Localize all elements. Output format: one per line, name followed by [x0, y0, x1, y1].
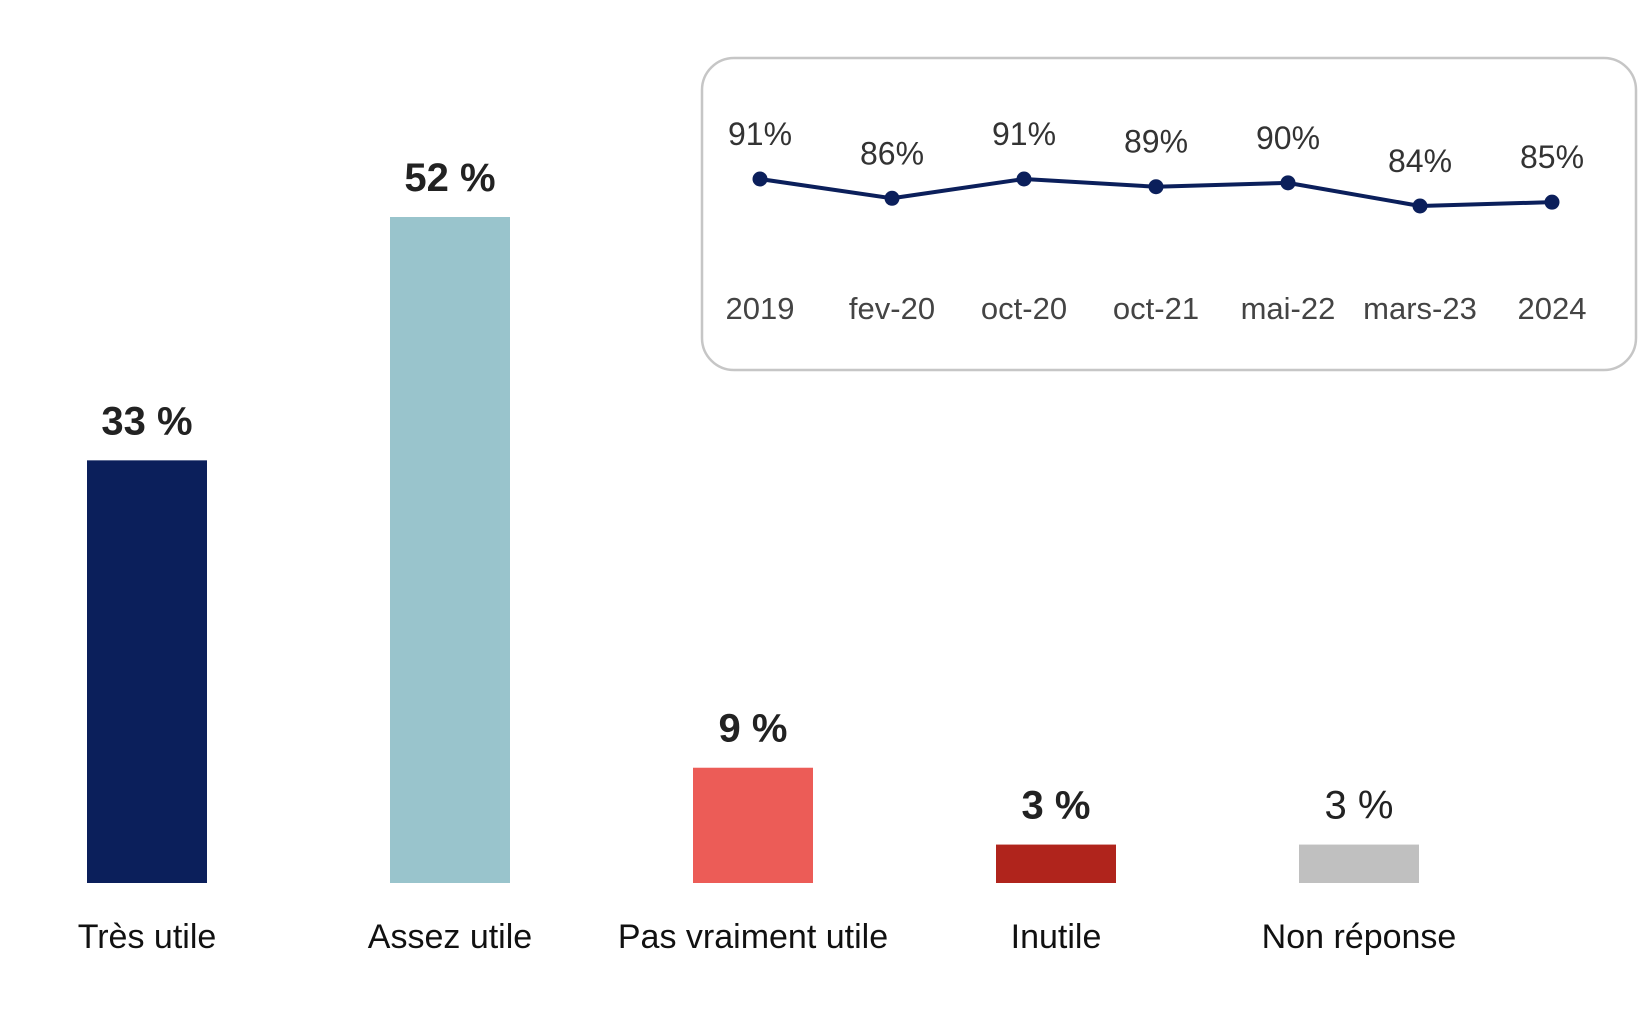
category-label-tres-utile: Très utile [78, 918, 217, 956]
bar-tres-utile [87, 460, 207, 883]
line-tick-label-oct-21: oct-21 [1113, 291, 1199, 326]
line-tick-label-mars-23: mars-23 [1363, 291, 1477, 326]
line-point-oct-21 [1148, 179, 1164, 195]
bar-chart: 33 % Très utile 52 % Assez utile 9 % Pas vrai… [78, 156, 1457, 956]
line-point-fev-20 [884, 190, 900, 206]
bar-assez-utile [390, 217, 510, 883]
category-label-inutile: Inutile [1011, 918, 1102, 956]
category-label-pas-vraiment-utile: Pas vraiment utile [618, 918, 888, 956]
line-point-oct-20 [1016, 171, 1032, 187]
line-tick-label-mai-22: mai-22 [1241, 291, 1336, 326]
line-value-label-mars-23: 84% [1388, 143, 1452, 179]
line-value-label-mai-22: 90% [1256, 120, 1320, 156]
inset-frame [700, 56, 1638, 372]
bar-non-reponse [1299, 844, 1419, 883]
line-tick-label-2019: 2019 [726, 291, 795, 326]
line-tick-label-fev-20: fev-20 [849, 291, 935, 326]
line-value-label-2024: 85% [1520, 139, 1584, 175]
bar-value-label-non-reponse: 3 % [1325, 784, 1394, 828]
line-chart-inset: 91% 2019 86% fev-20 91% oct-20 89% oct-21 90% mai… [700, 56, 1638, 372]
bar-pas-vraiment-utile [693, 767, 813, 883]
line-point-2024 [1544, 194, 1560, 210]
line-value-label-2019: 91% [728, 116, 792, 152]
bar-inutile [996, 844, 1116, 883]
bar-value-label-tres-utile: 33 % [101, 399, 192, 443]
line-point-mars-23 [1412, 198, 1428, 214]
category-label-assez-utile: Assez utile [368, 918, 532, 956]
category-label-non-reponse: Non réponse [1262, 918, 1457, 956]
line-tick-label-2024: 2024 [1518, 291, 1587, 326]
bar-value-label-pas-vraiment-utile: 9 % [719, 707, 788, 751]
bar-value-label-assez-utile: 52 % [404, 156, 495, 200]
line-value-label-oct-20: 91% [992, 116, 1056, 152]
line-value-label-fev-20: 86% [860, 135, 924, 171]
line-point-2019 [752, 171, 768, 187]
line-tick-label-oct-20: oct-20 [981, 291, 1067, 326]
line-point-mai-22 [1280, 175, 1296, 191]
bar-value-label-inutile: 3 % [1022, 784, 1091, 828]
line-value-label-oct-21: 89% [1124, 124, 1188, 160]
